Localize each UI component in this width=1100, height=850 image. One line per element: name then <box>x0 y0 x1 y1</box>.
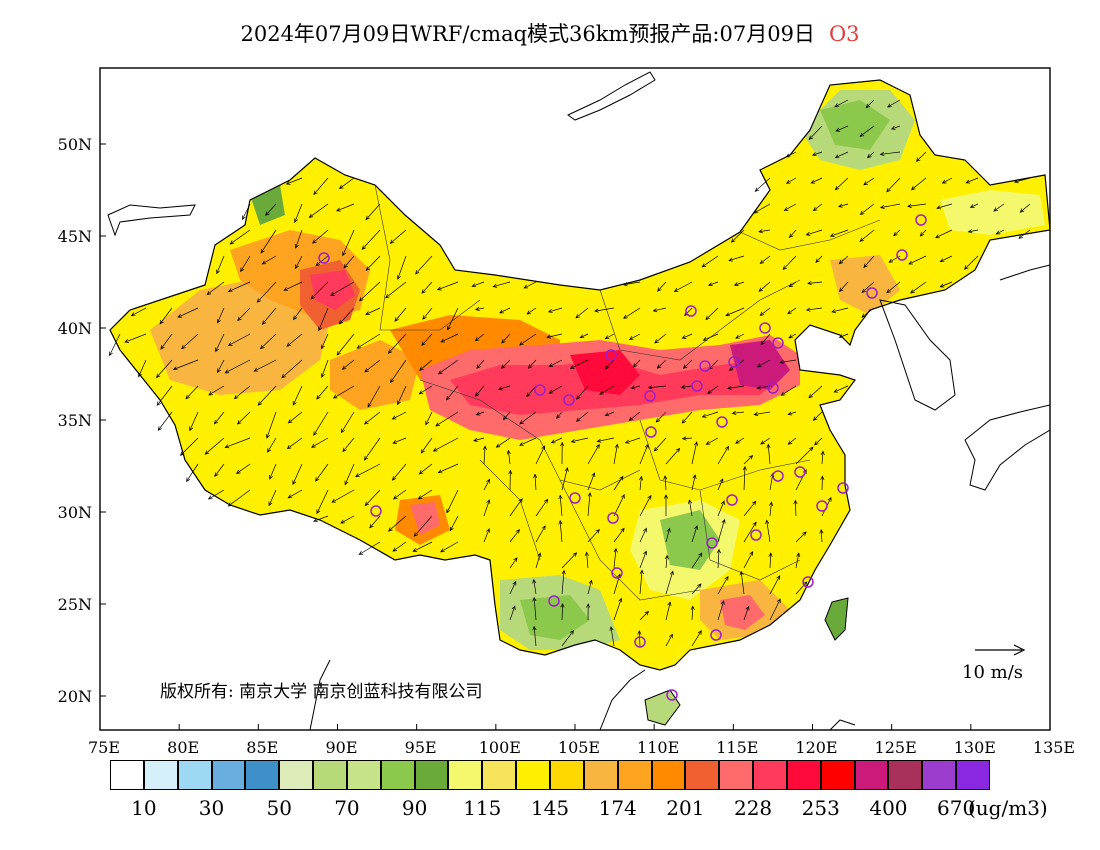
lon-tick-label: 130E <box>954 738 996 757</box>
colorbar-swatch <box>956 760 990 790</box>
colorbar-tick-label: 400 <box>869 796 908 820</box>
colorbar-swatch <box>583 760 618 790</box>
colorbar-swatch <box>279 760 314 790</box>
unit-label: (ug/m3) <box>968 796 1048 820</box>
colorbar-swatch <box>922 760 957 790</box>
colorbar-swatch <box>651 760 686 790</box>
lat-tick-label: 20N <box>58 687 92 706</box>
colorbar-swatch <box>617 760 652 790</box>
station-markers <box>318 214 927 701</box>
colorbar-tick-label: 115 <box>463 796 502 820</box>
wind-vectors <box>109 99 1031 647</box>
lat-tick-label: 35N <box>58 411 92 430</box>
lon-tick-label: 90E <box>325 738 357 757</box>
copyright-text: 版权所有: 南京大学 南京创蓝科技有限公司 <box>160 682 483 702</box>
colorbar-swatch <box>786 760 821 790</box>
lon-tick-label: 80E <box>167 738 199 757</box>
map-title: 2024年07月09日WRF/cmaq模式36km预报产品:07月09日 O3 <box>0 18 1100 48</box>
colorbar-swatch <box>820 760 855 790</box>
colorbar-tick-label: 228 <box>733 796 773 820</box>
colorbar-swatch <box>177 760 212 790</box>
colorbar-tick-label: 90 <box>401 796 428 820</box>
colorbar-swatch <box>854 760 889 790</box>
colorbar-swatch <box>719 760 754 790</box>
colorbar-swatch <box>482 760 517 790</box>
colorbar-swatch <box>685 760 720 790</box>
lon-tick-label: 135E <box>1033 738 1075 757</box>
lon-tick-label: 100E <box>479 738 521 757</box>
lon-tick-label: 95E <box>405 738 437 757</box>
colorbar-swatch <box>245 760 280 790</box>
colorbar-tick-label: 10 <box>131 796 157 820</box>
lon-tick-label: 115E <box>716 738 758 757</box>
colorbar-swatch <box>550 760 584 790</box>
pollutant-label: O3 <box>828 22 860 46</box>
lon-tick-label: 125E <box>875 738 917 757</box>
colorbar-tick-label: 50 <box>266 796 292 820</box>
lat-tick-label: 40N <box>58 319 92 338</box>
colorbar-tick-label: 670 <box>937 796 976 820</box>
colorbar-tick-label: 201 <box>666 796 705 820</box>
colorbar-swatch <box>110 760 144 790</box>
map-area <box>107 71 1050 730</box>
colorbar-swatch <box>380 760 415 790</box>
colorbar-tick-label: 174 <box>598 796 637 820</box>
ozone-field <box>110 80 1050 670</box>
lon-tick-label: 110E <box>637 738 679 757</box>
title-text: 2024年07月09日WRF/cmaq模式36km预报产品:07月09日 <box>240 22 815 46</box>
colorbar-tick-label: 253 <box>801 796 840 820</box>
wind-scale: 10 m/s <box>962 644 1026 683</box>
lon-tick-label: 75E <box>88 738 120 757</box>
lon-tick-label: 85E <box>246 738 278 757</box>
lat-tick-label: 25N <box>58 595 92 614</box>
colorbar-swatch <box>346 760 381 790</box>
colorbar-tick-label: 70 <box>334 796 360 820</box>
colorbar-swatch <box>143 760 178 790</box>
lat-tick-label: 45N <box>58 227 92 246</box>
colorbar-tick-label: 145 <box>530 796 570 820</box>
colorbar-swatch <box>414 760 449 790</box>
longitude-axis: 75E 80E 85E 90E 95E 100E 105E 110E 115E 120E 125E 1… <box>88 724 1075 757</box>
colorbar-swatch <box>888 760 923 790</box>
lat-tick-label: 30N <box>58 503 92 522</box>
colorbar-swatch <box>211 760 246 790</box>
latitude-axis: 50N 45N 40N 35N 30N 25N 20N <box>58 135 106 706</box>
lat-tick-label: 50N <box>58 135 92 154</box>
colorbar-swatch <box>753 760 787 790</box>
colorbar-tick-label: 30 <box>198 796 225 820</box>
lon-tick-label: 120E <box>795 738 837 757</box>
colorbar-swatch <box>313 760 347 790</box>
colorbar-swatch <box>448 760 483 790</box>
wind-scale-label: 10 m/s <box>962 662 1023 683</box>
colorbar-swatch <box>516 760 550 790</box>
lon-tick-label: 105E <box>558 738 600 757</box>
forecast-map: 75E 80E 85E 90E 95E 100E 105E 110E 115E 120E 125E 1… <box>58 67 1075 757</box>
